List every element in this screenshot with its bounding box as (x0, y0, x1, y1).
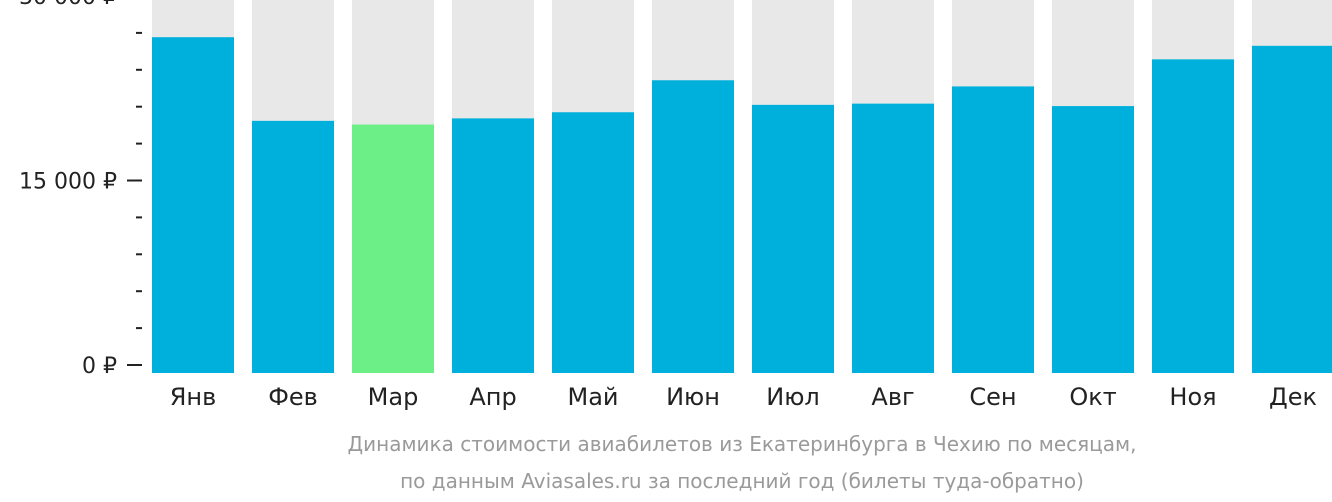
x-tick-label: Июл (766, 383, 820, 411)
price-bar-chart: Янв Фев Мар Апр Май Июн Июл Авг Сен Окт Ноя Дек 0 ₽ 1… (19, 0, 1332, 411)
x-tick-label: Июн (666, 383, 720, 411)
bar-11[interactable] (1152, 59, 1234, 373)
bar-2[interactable] (252, 120, 334, 373)
chart-caption-line-2: по данным Aviasales.ru за последний год … (400, 469, 1084, 493)
x-tick-label: Мар (368, 383, 419, 411)
bar-7[interactable] (752, 104, 834, 374)
bar-1[interactable] (152, 37, 234, 374)
x-tick-label: Дек (1269, 383, 1317, 411)
y-tick-label: 15 000 ₽ (19, 170, 117, 195)
bar-4[interactable] (452, 118, 534, 373)
x-tick-label: Окт (1069, 383, 1116, 411)
x-tick-label: Май (567, 383, 618, 411)
x-tick-label: Фев (268, 383, 318, 411)
x-tick-label: Ноя (1169, 383, 1216, 411)
x-tick-label: Янв (170, 383, 217, 411)
bar-9[interactable] (952, 86, 1034, 373)
y-tick-label: 30 000 ₽ (19, 0, 117, 10)
chart-caption-line-1: Динамика стоимости авиабилетов из Екатер… (347, 432, 1137, 456)
x-tick-label: Сен (969, 383, 1016, 411)
bar-10[interactable] (1052, 106, 1134, 373)
x-tick-label: Апр (469, 383, 516, 411)
x-tick-label: Авг (871, 383, 914, 411)
y-tick-label: 0 ₽ (82, 354, 117, 379)
bar-12[interactable] (1252, 45, 1332, 373)
bar-5[interactable] (552, 112, 634, 374)
bar-8[interactable] (852, 103, 934, 373)
bar-6[interactable] (652, 80, 734, 373)
bar-3[interactable] (352, 124, 434, 373)
